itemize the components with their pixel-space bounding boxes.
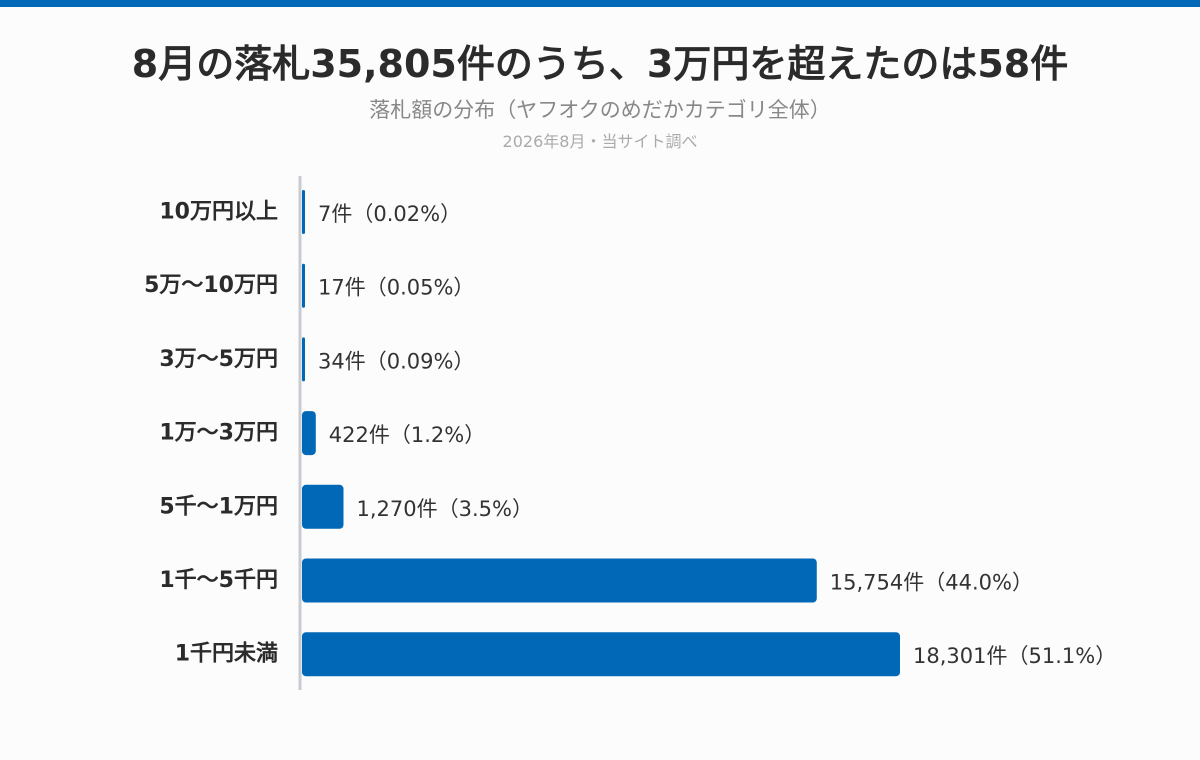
bar	[302, 632, 900, 677]
chart-source-note: 2026年8月・当サイト調べ	[502, 132, 698, 151]
value-label: 422件（1.2%）	[329, 423, 485, 447]
value-label: 18,301件（51.1%）	[913, 644, 1116, 668]
category-label: 1千〜5千円	[159, 568, 278, 593]
category-label: 3万〜5万円	[159, 347, 278, 372]
bar	[302, 190, 305, 234]
bar	[302, 558, 817, 603]
bar	[302, 484, 344, 529]
category-label: 10万円以上	[159, 200, 278, 225]
value-label: 34件（0.09%）	[318, 349, 474, 373]
category-label: 1万〜3万円	[159, 421, 278, 446]
value-label: 17件（0.05%）	[318, 276, 474, 300]
value-label: 7件（0.02%）	[318, 202, 461, 226]
chart-title: 8月の落札35,805件のうち、3万円を超えたのは58件	[131, 42, 1069, 86]
value-label: 1,270件（3.5%）	[356, 497, 532, 521]
bar	[302, 337, 305, 382]
category-label: 5万〜10万円	[144, 273, 278, 298]
chart-subtitle: 落札額の分布（ヤフオクのめだかカテゴリ全体）	[369, 98, 831, 122]
category-label: 1千円未満	[175, 641, 278, 667]
value-label: 15,754件（44.0%）	[830, 571, 1033, 595]
top-accent-bar	[0, 0, 1200, 7]
bar	[302, 411, 316, 456]
bar	[302, 263, 305, 308]
category-label: 5千〜1万円	[159, 494, 278, 519]
